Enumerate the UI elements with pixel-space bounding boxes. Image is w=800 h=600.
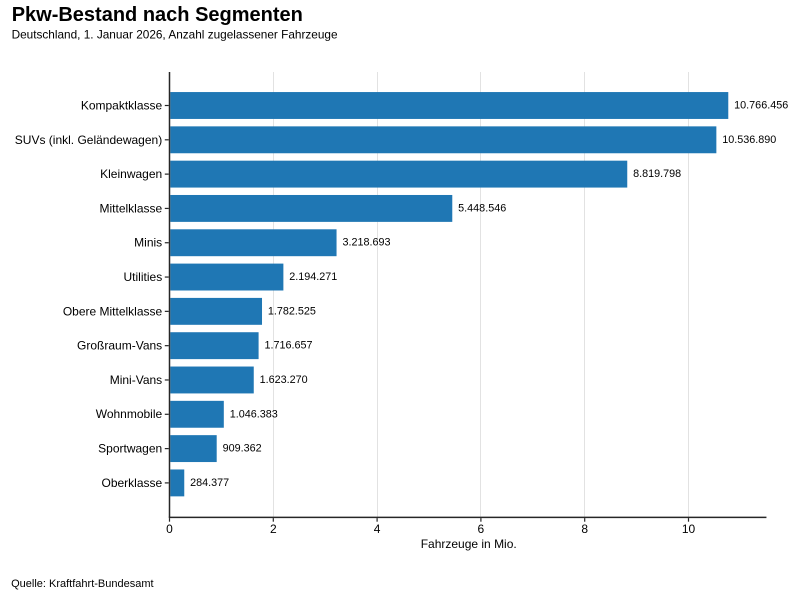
svg-text:Minis: Minis [134, 236, 162, 250]
svg-text:Quelle: Kraftfahrt-Bundesamt: Quelle: Kraftfahrt-Bundesamt [11, 578, 153, 590]
svg-text:2: 2 [270, 522, 277, 536]
svg-text:8: 8 [581, 522, 588, 536]
svg-text:10: 10 [682, 522, 696, 536]
svg-text:Wohnmobile: Wohnmobile [96, 407, 163, 421]
svg-text:Mini-Vans: Mini-Vans [110, 373, 162, 387]
svg-text:Utilities: Utilities [124, 270, 163, 284]
svg-text:0: 0 [166, 522, 173, 536]
svg-text:1.716.657: 1.716.657 [264, 340, 312, 352]
svg-text:Mittelklasse: Mittelklasse [100, 201, 163, 215]
svg-text:8.819.798: 8.819.798 [633, 168, 681, 180]
svg-text:Obere Mittelklasse: Obere Mittelklasse [63, 304, 163, 318]
svg-text:909.362: 909.362 [223, 443, 262, 455]
svg-text:Oberklasse: Oberklasse [101, 476, 162, 490]
svg-text:Fahrzeuge in Mio.: Fahrzeuge in Mio. [421, 537, 517, 551]
svg-text:4: 4 [374, 522, 381, 536]
svg-text:Sportwagen: Sportwagen [98, 442, 162, 456]
svg-text:10.536.890: 10.536.890 [722, 134, 776, 146]
svg-text:1.782.525: 1.782.525 [268, 305, 316, 317]
svg-text:5.448.546: 5.448.546 [458, 202, 506, 214]
svg-text:Kompaktklasse: Kompaktklasse [81, 98, 163, 112]
svg-text:10.766.456: 10.766.456 [734, 100, 788, 112]
svg-text:2.194.271: 2.194.271 [289, 271, 337, 283]
svg-text:Deutschland, 1. Januar 2026, A: Deutschland, 1. Januar 2026, Anzahl zuge… [12, 27, 338, 41]
svg-text:3.218.693: 3.218.693 [342, 237, 390, 249]
svg-text:SUVs (inkl. Geländewagen): SUVs (inkl. Geländewagen) [15, 133, 162, 147]
svg-text:1.046.383: 1.046.383 [230, 408, 278, 420]
svg-text:Pkw-Bestand nach Segmenten: Pkw-Bestand nach Segmenten [12, 4, 303, 26]
svg-text:Großraum-Vans: Großraum-Vans [77, 339, 162, 353]
svg-text:1.623.270: 1.623.270 [260, 374, 308, 386]
svg-text:Kleinwagen: Kleinwagen [100, 167, 162, 181]
svg-text:6: 6 [478, 522, 485, 536]
svg-text:284.377: 284.377 [190, 477, 229, 489]
